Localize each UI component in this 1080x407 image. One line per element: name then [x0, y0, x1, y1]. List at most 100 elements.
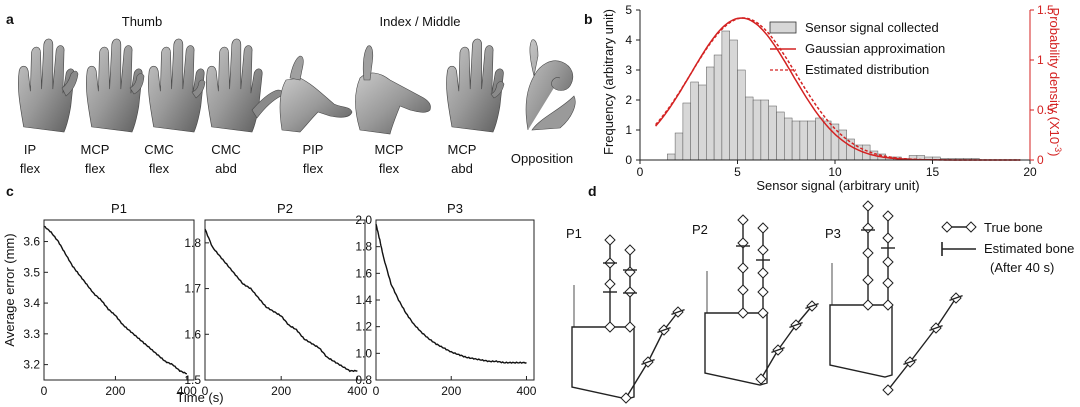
histogram-bar	[745, 96, 754, 161]
estimated-bone-tick	[641, 358, 655, 366]
bone-segment	[647, 329, 665, 363]
joint-diamond-icon	[757, 244, 769, 256]
x-tick-label: 0	[373, 384, 380, 398]
x-tick-label: 200	[441, 384, 461, 398]
histogram-bar	[799, 120, 808, 161]
x-tick-label: 15	[926, 165, 940, 179]
gesture-joint-label: PIP	[303, 142, 324, 157]
estimated-bone-tick	[657, 326, 671, 334]
histogram-bar	[706, 66, 715, 161]
chart-title: P2	[277, 201, 293, 216]
joint-diamond-icon	[755, 373, 767, 385]
joint-diamond-icon	[620, 392, 632, 404]
joint-diamond-icon	[941, 221, 977, 233]
y-tick-label: 1.5	[184, 373, 201, 387]
estimated-bone-tick	[949, 294, 963, 302]
legend-label: Estimated distribution	[805, 62, 929, 77]
y-tick-label: 0	[625, 153, 632, 167]
panel-label-a: a	[6, 11, 14, 27]
histogram-bar	[846, 138, 855, 161]
bone-segment	[795, 305, 813, 326]
y-tick-label: 3.6	[23, 235, 40, 249]
panel-label-c: c	[6, 183, 14, 199]
y-tick-label: 1.8	[184, 236, 201, 250]
y-tick-label: 4	[625, 33, 632, 47]
group-label-thumb: Thumb	[122, 14, 162, 29]
gesture-joint-label: MCP	[81, 142, 110, 157]
gesture-motion-label: flex	[379, 161, 400, 176]
y-tick-label: 1.6	[184, 327, 201, 341]
skeleton-diagrams	[571, 200, 963, 404]
histogram-bar	[667, 153, 676, 161]
histogram-bar	[760, 99, 769, 161]
joint-diamond-icon	[882, 384, 894, 396]
x-tick-label: 0	[202, 384, 209, 398]
gesture-motion-label: flex	[149, 161, 170, 176]
histogram-bar	[737, 69, 746, 161]
legend-label: Estimated bone	[984, 241, 1074, 256]
panel-b: b Frequency (arbitrary unit) Probability…	[584, 3, 1063, 193]
joint-diamond-icon	[757, 267, 769, 279]
y-tick-label: 3.5	[23, 265, 40, 279]
joint-diamond-icon	[624, 286, 636, 298]
estimated-bone-tick	[903, 358, 917, 366]
hand-image-cmc-abd	[205, 38, 283, 133]
legend-swatch-bar	[769, 21, 797, 34]
gesture-joint-label: MCP	[448, 142, 477, 157]
estimated-bone-tick	[671, 308, 685, 316]
chart-b-legend: Sensor signal collected Gaussian approxi…	[769, 20, 945, 77]
chart-c-ylabel: Average error (mm)	[2, 233, 17, 346]
estimated-bone-tick	[789, 321, 803, 329]
panel-d-legend: True bone Estimated bone (After 40 s)	[941, 220, 1074, 275]
histogram-bar	[807, 120, 816, 161]
histogram-bar	[690, 81, 699, 161]
palm-outline	[829, 304, 893, 378]
chart-c3-plot: P3 0 200 400 0.8 1.0 1.2 1.4 1.6 1.8 2.0	[355, 201, 536, 398]
histogram-bar	[784, 117, 793, 161]
hand-image-pip-flex	[279, 55, 353, 133]
hand-image-mcp-flex-thumb	[85, 38, 145, 133]
x-tick-label: 0	[41, 384, 48, 398]
hand-image-mcp-abd	[446, 38, 505, 133]
gesture-joint-label: MCP	[375, 142, 404, 157]
gesture-motion-label: flex	[303, 161, 324, 176]
joint-diamond-icon	[624, 321, 636, 333]
panel-a: a Thumb Index / Middle	[6, 11, 576, 176]
skeleton-title: P3	[825, 226, 841, 241]
joint-diamond-icon	[604, 278, 616, 290]
joint-diamond-icon	[882, 299, 894, 311]
y-tick-label: 1	[625, 123, 632, 137]
joint-diamond-icon	[757, 286, 769, 298]
y-tick-label: 1.4	[355, 293, 372, 307]
hand-image-cmc-flex	[147, 38, 206, 133]
skeleton-title: P2	[692, 222, 708, 237]
error-series-line	[204, 228, 358, 373]
y-tick-label: 3.4	[23, 296, 40, 310]
y-tick-label: 1.6	[355, 266, 372, 280]
panel-d: d P1 P2 P3 True bone Estimated bone (Aft…	[566, 183, 1074, 404]
skeleton-title: P1	[566, 226, 582, 241]
gesture-motion-label: abd	[451, 161, 473, 176]
hand-image-mcp-flex-index	[355, 45, 431, 135]
chart-c2-plot: P2 0 200 400 1.5 1.6 1.7 1.8	[184, 201, 367, 398]
joint-diamond-icon	[737, 262, 749, 274]
estimated-bone-tick	[771, 346, 785, 354]
joint-diamond-icon	[737, 284, 749, 296]
joint-diamond-icon	[882, 210, 894, 222]
chart-c-xlabel: Time (s)	[176, 390, 223, 405]
bone-segment	[935, 297, 957, 329]
x-tick-label: 400	[516, 384, 536, 398]
y-tick-label: 3	[625, 63, 632, 77]
y-tick-label: 1.2	[355, 320, 372, 334]
panel-label-b: b	[584, 11, 593, 27]
gesture-joint-label: Opposition	[511, 151, 573, 166]
panel-label-d: d	[588, 183, 597, 199]
joint-diamond-icon	[757, 307, 769, 319]
joint-diamond-icon	[882, 232, 894, 244]
joint-diamond-icon	[604, 321, 616, 333]
plot-frame	[43, 219, 195, 381]
estimated-bone-tick	[929, 324, 943, 332]
x-tick-label: 200	[271, 384, 291, 398]
